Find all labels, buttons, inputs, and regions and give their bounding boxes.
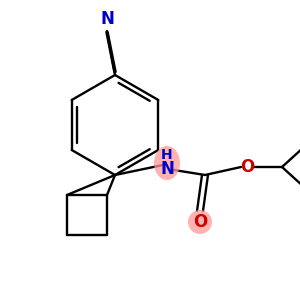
Text: O: O (240, 158, 254, 176)
Ellipse shape (188, 210, 212, 234)
Text: N: N (100, 10, 114, 28)
Text: N: N (160, 160, 174, 178)
Text: O: O (193, 213, 207, 231)
Text: H: H (161, 148, 173, 162)
Ellipse shape (154, 146, 180, 180)
